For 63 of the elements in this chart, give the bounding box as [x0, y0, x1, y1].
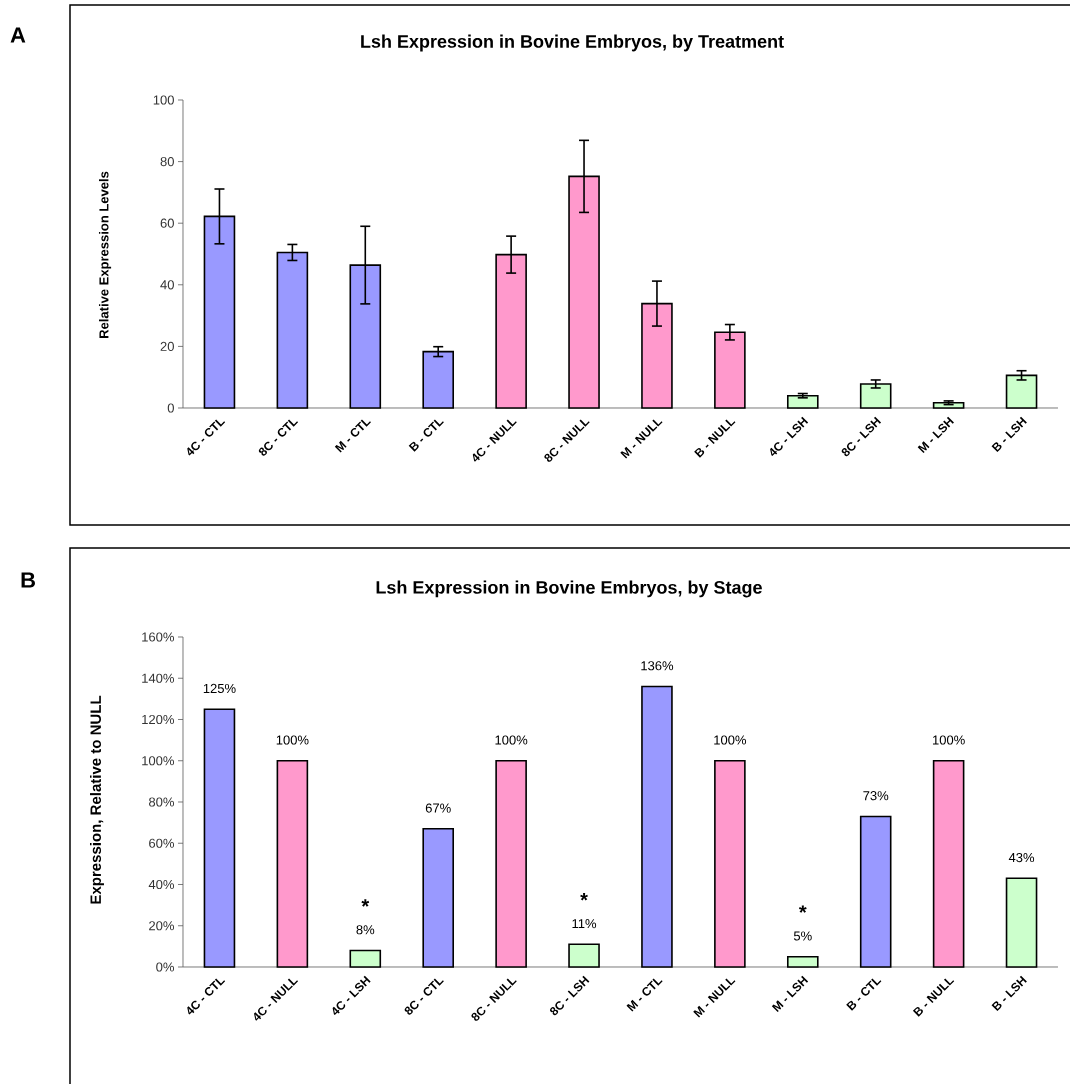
- bar: [422, 828, 455, 968]
- data-label: 125%: [203, 683, 236, 694]
- y-tick-label: 40%: [148, 879, 175, 890]
- bar: [495, 759, 527, 968]
- bar: [1005, 374, 1038, 409]
- data-label: 100%: [495, 735, 528, 745]
- text: A: [10, 27, 26, 43]
- y-tick-label: 160%: [142, 632, 174, 642]
- data-label: 73%: [863, 791, 889, 801]
- bar: [422, 350, 455, 409]
- y-tick-label: 100%: [142, 756, 174, 766]
- x-tick-label: 8C - CTL: [404, 978, 444, 1015]
- text: B: [21, 572, 35, 588]
- y-tick-label: 20%: [149, 921, 175, 931]
- x-tick-label: 8C - CTL: [258, 419, 299, 456]
- data-label: 136%: [641, 661, 674, 671]
- x-tick-label: 4C - CTL: [187, 978, 226, 1015]
- y-tick-label: 40: [160, 280, 174, 290]
- x-tick-label: 4C - CTL: [187, 419, 226, 456]
- y-tick-label: 60: [160, 218, 174, 228]
- x-tick-label: B - CTL: [408, 419, 444, 452]
- bar: [349, 949, 382, 968]
- y-tick-label: 60%: [149, 838, 175, 848]
- bar: [932, 759, 965, 968]
- bar: [714, 759, 746, 968]
- chart-title: Lsh Expression in Bovine Embryos, by Treatment: [361, 34, 784, 52]
- x-tick-label: M - CTL: [626, 978, 663, 1012]
- data-label: 5%: [793, 931, 812, 941]
- bar: [786, 955, 819, 968]
- bar: [568, 943, 600, 968]
- y-axis-title: Relative Expression Levels: [98, 171, 112, 338]
- bar: [859, 815, 892, 968]
- y-tick-label: 100: [153, 95, 174, 105]
- y-tick-label: 120%: [142, 714, 174, 725]
- y-axis-title: Expression, Relative to NULL: [90, 695, 104, 904]
- y-tick-label: 0: [167, 403, 174, 413]
- bar: [276, 251, 309, 409]
- bar: [859, 383, 892, 409]
- data-label: 43%: [1008, 852, 1035, 863]
- annotation: *: [798, 905, 807, 913]
- annotation: *: [580, 893, 588, 901]
- bar: [203, 215, 236, 409]
- data-label: 11%: [572, 919, 597, 929]
- y-tick-label: 20: [160, 341, 174, 351]
- data-label: 100%: [714, 735, 747, 745]
- y-tick-label: 0%: [156, 962, 175, 972]
- bar: [641, 685, 673, 968]
- chart-title: Lsh Expression in Bovine Embryos, by Stage: [376, 580, 762, 598]
- bar: [276, 759, 309, 968]
- y-tick-label: 140%: [142, 673, 174, 683]
- annotation: *: [361, 899, 370, 907]
- bar: [568, 175, 600, 409]
- x-tick-label: B - CTL: [846, 978, 882, 1011]
- x-tick-label: M - CTL: [334, 419, 371, 453]
- bar: [203, 708, 236, 968]
- bar: [786, 394, 819, 409]
- data-label: 100%: [276, 735, 309, 745]
- data-label: 67%: [425, 803, 451, 813]
- data-label: 100%: [932, 735, 965, 745]
- data-label: 8%: [356, 925, 375, 935]
- y-tick-label: 80: [160, 156, 174, 167]
- y-tick-label: 80%: [149, 797, 175, 807]
- bar: [1005, 877, 1038, 968]
